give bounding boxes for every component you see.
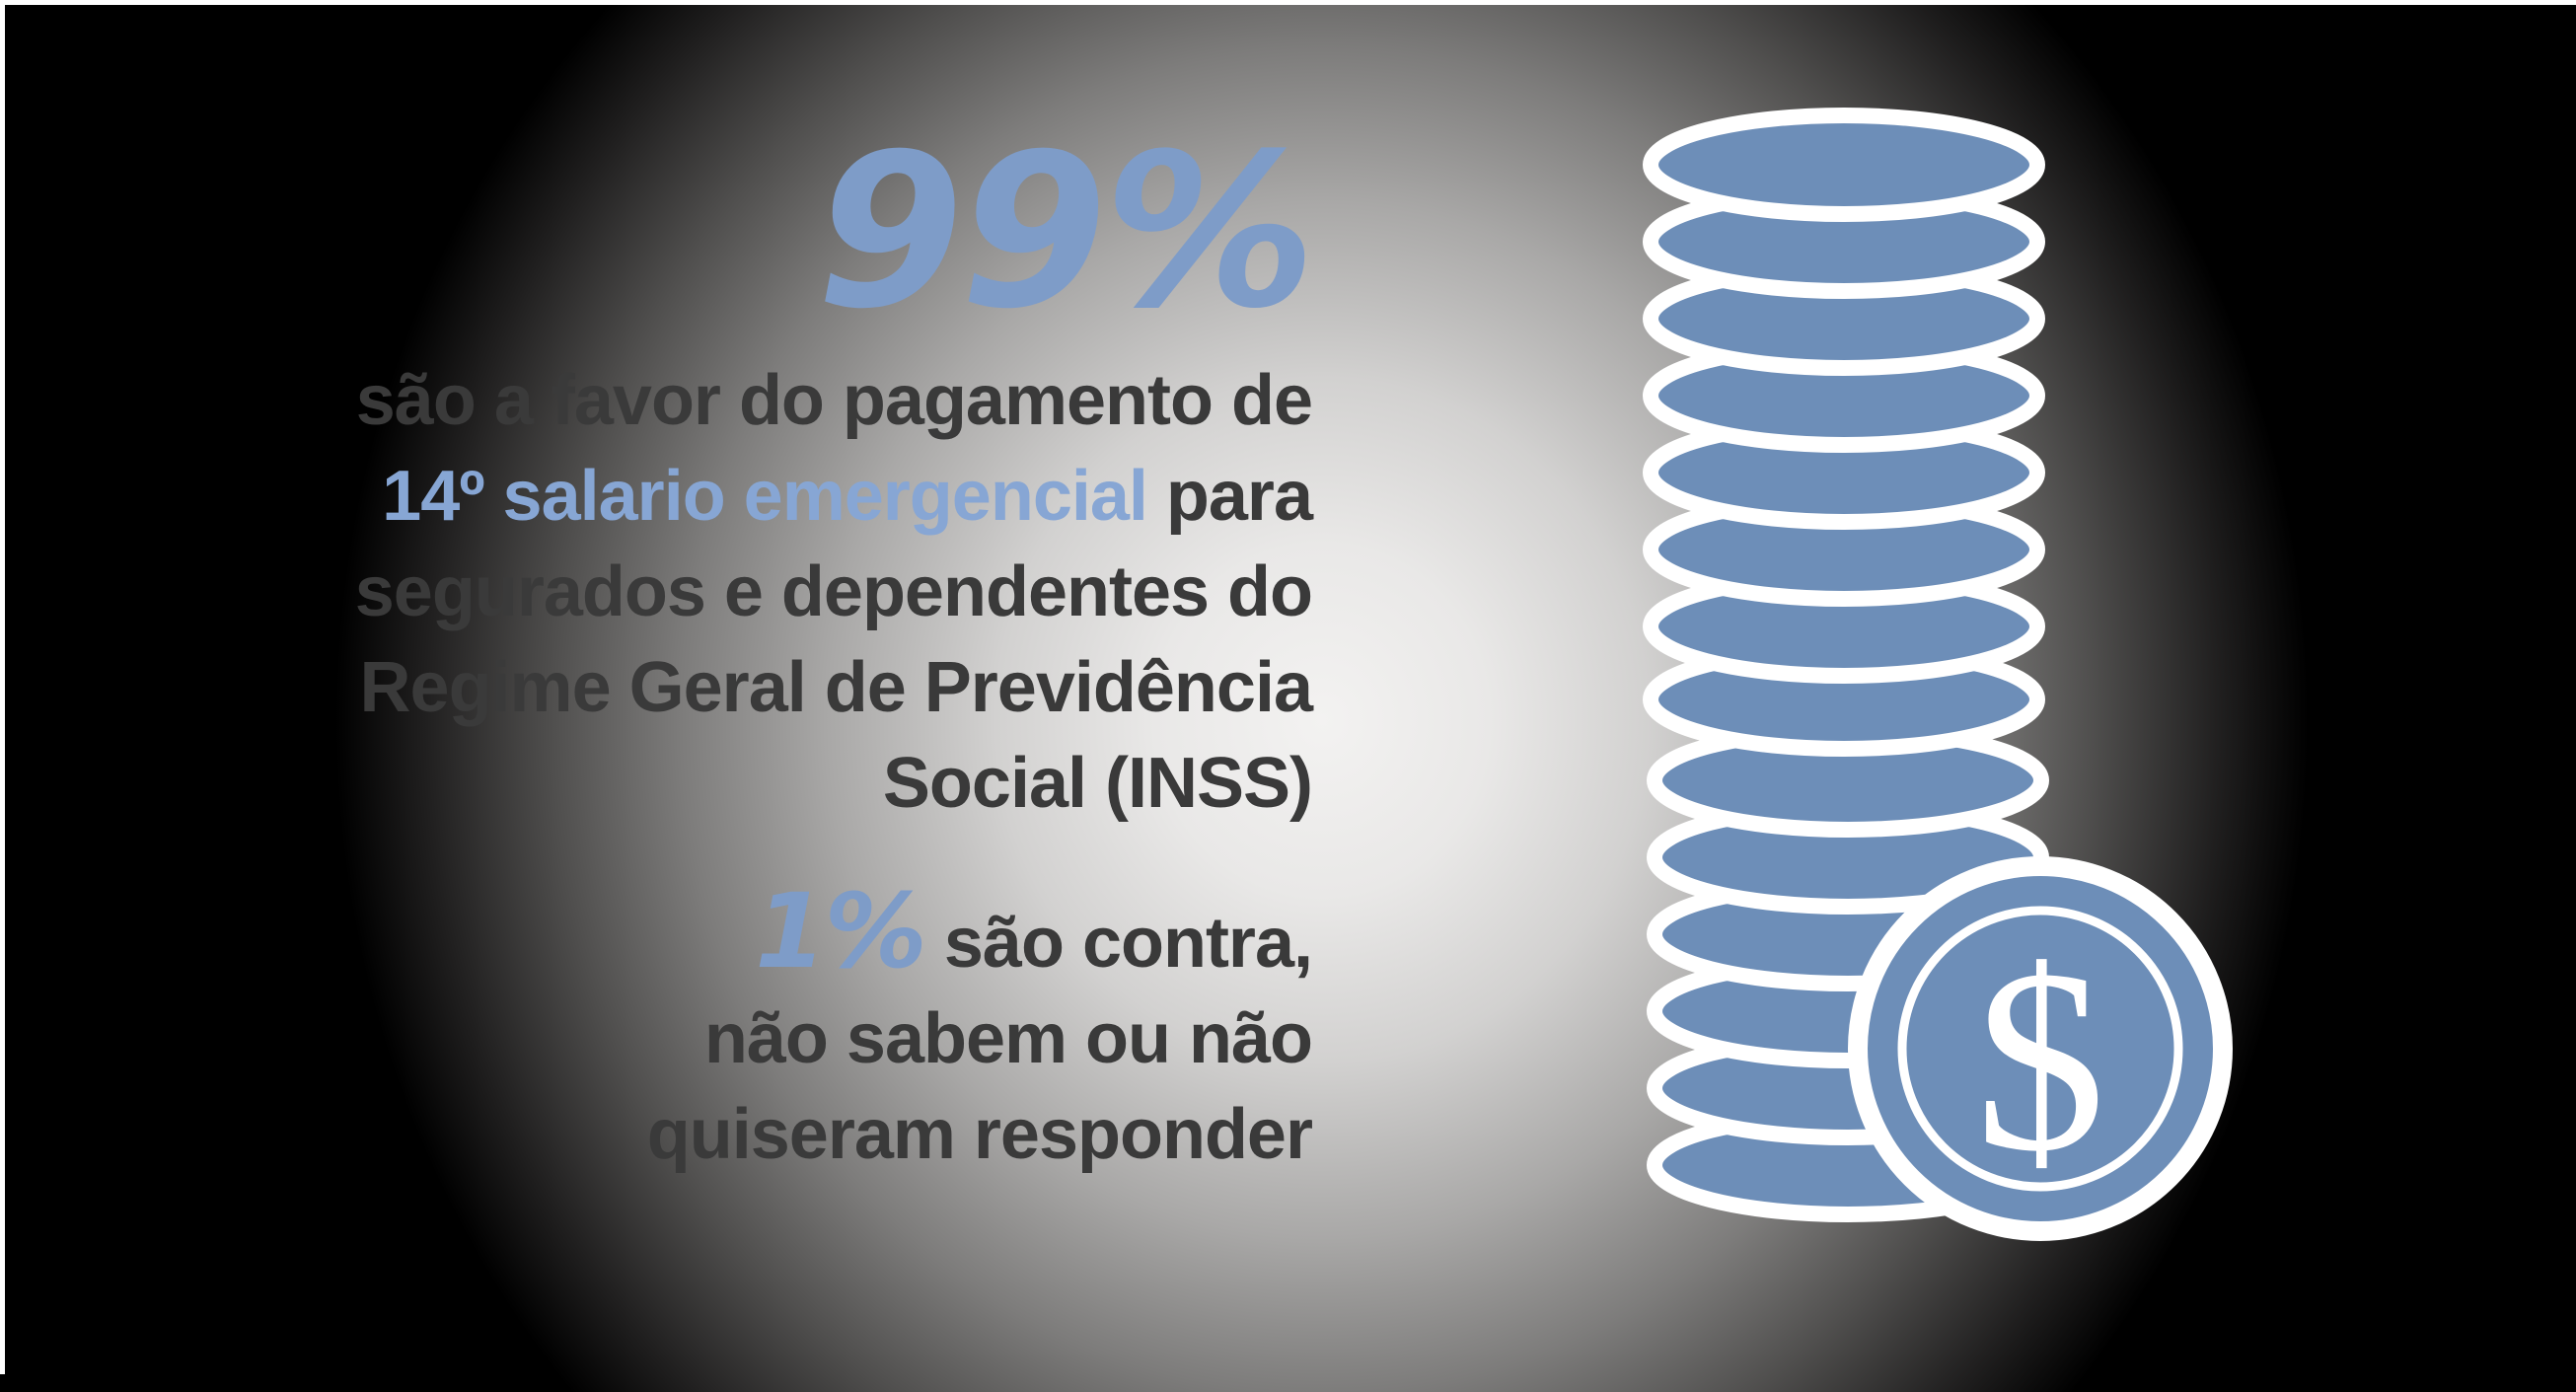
- coin-stack-illustration: $: [1643, 108, 2233, 1241]
- statement-line-4: Regime Geral de Previdência: [359, 648, 1313, 727]
- minority-line-1: 1% são contra,: [647, 880, 1313, 991]
- coin-band: [1643, 108, 2045, 222]
- minority-line-1-rest: são contra,: [924, 904, 1313, 983]
- statement-line-5: Social (INSS): [882, 744, 1313, 823]
- statement-line-2-rest: para: [1146, 457, 1313, 536]
- minority-line-2: não sabem ou não: [703, 999, 1313, 1078]
- dollar-sign-icon: $: [1975, 916, 2106, 1206]
- statement-line-3: segurados e dependentes do: [354, 552, 1313, 631]
- statement-line-1: são a favor do pagamento de: [355, 361, 1313, 440]
- stat-1-percent: 1%: [755, 871, 927, 991]
- stat-99-percent: 99%: [816, 108, 1316, 355]
- statement-line-2: 14º salario emergencial para: [355, 449, 1313, 545]
- minority-statement: 1% são contra, não sabem ou não quiseram…: [646, 880, 1313, 1183]
- main-statement: são a favor do pagamento de 14º salario …: [354, 353, 1313, 832]
- frame-edge-top: [0, 0, 2576, 5]
- dollar-coin: $: [1848, 856, 2233, 1241]
- minority-line-3: quiseram responder: [646, 1095, 1313, 1174]
- dollar-coin-face: [1848, 856, 2233, 1241]
- highlight-14-salario-emergencial: 14º salario emergencial: [382, 457, 1148, 536]
- frame-edge-left: [0, 0, 5, 1374]
- dollar-coin-inner-ring: [1897, 906, 2183, 1192]
